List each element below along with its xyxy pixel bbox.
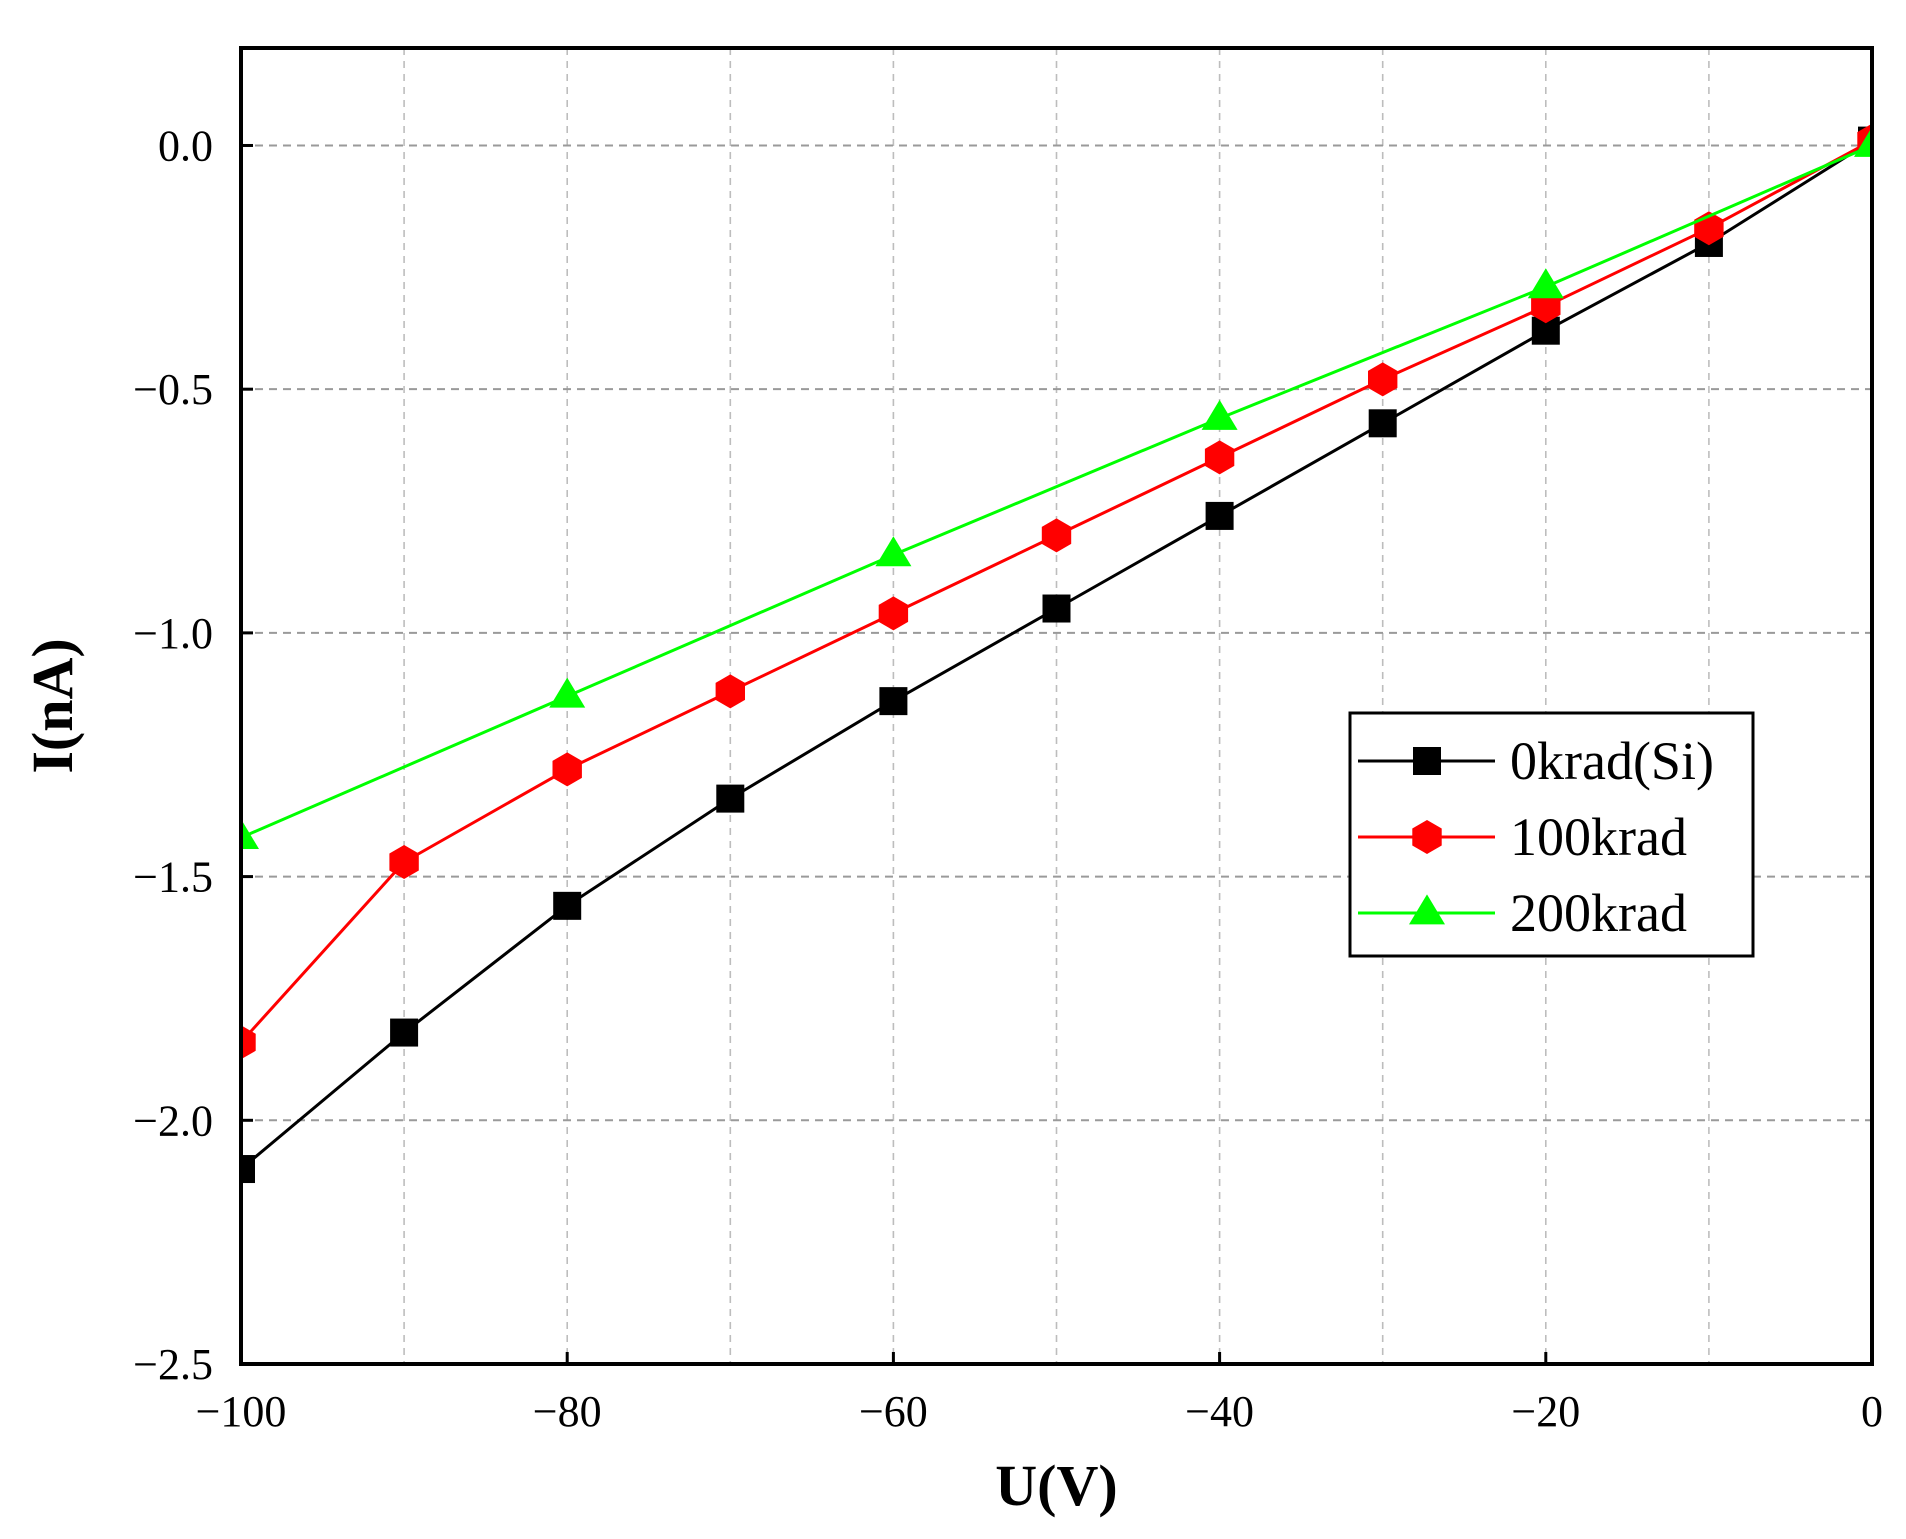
data-point: [552, 752, 582, 787]
data-point: [1204, 440, 1235, 475]
x-axis-title: U(V): [995, 1453, 1117, 1518]
series-2: [241, 123, 1872, 1060]
y-tick-label: −1.0: [133, 609, 213, 658]
data-point: [241, 819, 259, 849]
data-point: [1042, 594, 1071, 623]
legend-marker: [1413, 747, 1441, 775]
y-axis-title: I(nA): [20, 638, 85, 773]
x-tick-label: −20: [1511, 1387, 1580, 1436]
data-point: [1368, 362, 1398, 397]
data-point: [1041, 518, 1072, 553]
y-tick-label: −2.0: [133, 1096, 213, 1145]
data-point: [878, 596, 909, 631]
data-point: [879, 687, 908, 716]
data-point: [1527, 268, 1564, 299]
data-point: [1368, 409, 1397, 438]
y-tick-label: 0.0: [158, 121, 213, 170]
data-point: [549, 677, 586, 708]
y-tick-label: −0.5: [133, 365, 213, 414]
legend-label: 100krad: [1510, 807, 1687, 867]
legend-marker: [1412, 820, 1442, 854]
data-point: [875, 536, 912, 567]
data-point: [1854, 126, 1872, 157]
data-point: [1201, 399, 1238, 430]
x-tick-label: −80: [533, 1387, 602, 1436]
data-point: [553, 891, 582, 920]
legend: 0krad(Si) 100krad 200krad: [1348, 711, 1755, 958]
legend-marker: [1409, 894, 1445, 925]
legend-label: 200krad: [1510, 883, 1687, 943]
x-tick-label: −60: [859, 1387, 928, 1436]
axis-ticks: −100 −80 −60 −40 −20 0 0.0 −0.5 −1.0 −1.5 −2.0 −2.5: [133, 121, 1883, 1436]
plot-frame: [239, 46, 1874, 1366]
data-point: [715, 674, 745, 709]
x-tick-label: −100: [196, 1387, 287, 1436]
y-tick-label: −2.5: [133, 1340, 213, 1389]
y-tick-label: −1.5: [133, 853, 213, 902]
series-3: [241, 126, 1872, 849]
data-point: [241, 1155, 255, 1184]
data-point: [389, 845, 419, 879]
data-point: [1205, 501, 1234, 530]
series-line: [241, 144, 1872, 839]
grid: [241, 48, 1872, 1364]
x-tick-label: −40: [1185, 1387, 1254, 1436]
legend-label: 0krad(Si): [1510, 731, 1714, 791]
data-point: [390, 1018, 419, 1047]
data-point: [241, 1025, 256, 1060]
data-point: [716, 784, 745, 813]
x-tick-label: 0: [1861, 1387, 1883, 1436]
series-layer: [241, 123, 1872, 1184]
